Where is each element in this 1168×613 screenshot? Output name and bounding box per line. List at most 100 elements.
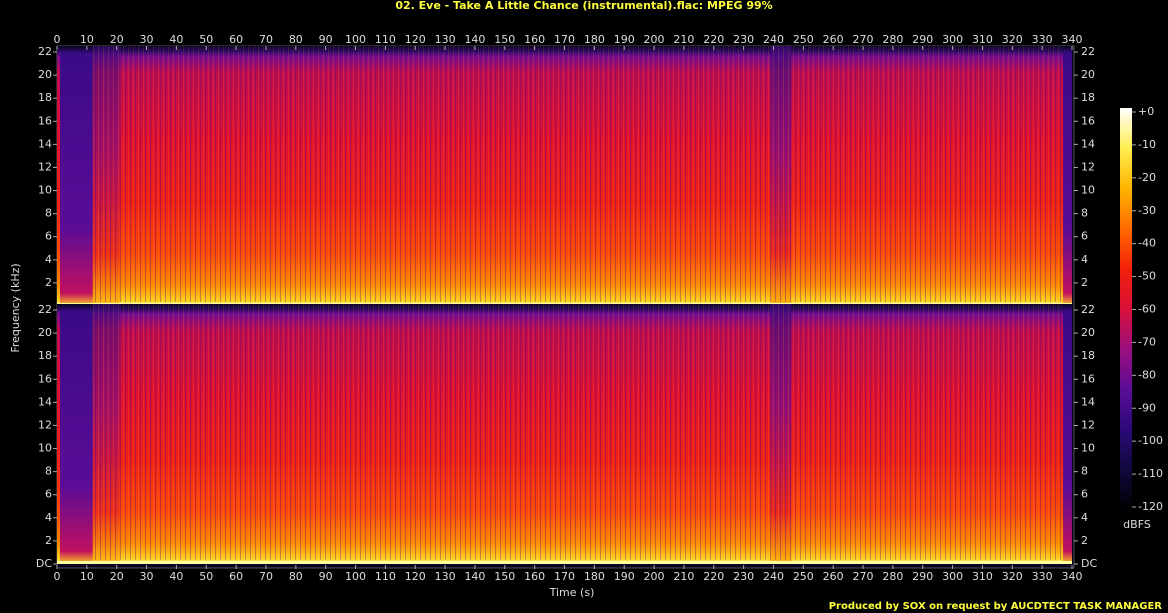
x-tick-label-bottom: 130 (435, 570, 456, 583)
x-tick-label: 250 (793, 33, 814, 46)
x-tick-label-bottom: 250 (793, 570, 814, 583)
y-tick-label-right: 10 (1081, 442, 1095, 455)
x-tick-label: 110 (375, 33, 396, 46)
x-tick-label-bottom: 170 (554, 570, 575, 583)
colorbar-tick-label: +0 (1138, 105, 1154, 118)
y-tick-label: 10 (38, 442, 52, 455)
colorbar-tick-label: -30 (1138, 204, 1156, 217)
dc-band (57, 561, 1072, 564)
x-tick-label: 340 (1062, 33, 1083, 46)
x-tick-label: 0 (54, 33, 61, 46)
x-tick-label-bottom: 290 (912, 570, 933, 583)
x-tick-label-bottom: 30 (140, 570, 154, 583)
y-tick-label-right: 12 (1081, 418, 1095, 431)
y-tick-label-right: 18 (1081, 91, 1095, 104)
spectrogram-outro (1063, 304, 1072, 564)
y-tick-label-right: 4 (1081, 511, 1088, 524)
x-tick-label: 10 (80, 33, 94, 46)
y-tick-label: 16 (38, 372, 52, 385)
x-tick-label: 220 (703, 33, 724, 46)
x-tick-label: 280 (882, 33, 903, 46)
x-tick-label-bottom: 150 (494, 570, 515, 583)
y-tick-label-right: 22 (1081, 303, 1095, 316)
x-tick-label: 180 (584, 33, 605, 46)
y-tick-label-right: 10 (1081, 184, 1095, 197)
spectrogram-texture (92, 304, 1064, 560)
y-tick-label-right: 16 (1081, 372, 1095, 385)
x-tick-label-bottom: 110 (375, 570, 396, 583)
colorbar-tick-label: -20 (1138, 171, 1156, 184)
spectrogram-outro (1063, 46, 1072, 306)
x-tick-label: 150 (494, 33, 515, 46)
colorbar-tick-label: -60 (1138, 303, 1156, 316)
y-tick-label-right: DC (1081, 557, 1097, 570)
colorbar-tick-label: -120 (1138, 500, 1163, 513)
x-tick-label: 330 (1032, 33, 1053, 46)
x-tick-label-bottom: 300 (942, 570, 963, 583)
colorbar-tick-label: -80 (1138, 368, 1156, 381)
x-tick-label-bottom: 190 (614, 570, 635, 583)
x-tick-label-bottom: 270 (853, 570, 874, 583)
y-tick-label: 14 (38, 137, 52, 150)
colorbar-tick-label: -50 (1138, 270, 1156, 283)
x-tick-label: 120 (405, 33, 426, 46)
y-tick-label: 20 (38, 326, 52, 339)
y-tick-label: 10 (38, 184, 52, 197)
colorbar-label: dBFS (1123, 518, 1151, 531)
y-tick-label: 20 (38, 68, 52, 81)
y-tick-label: 18 (38, 349, 52, 362)
y-tick-label: 4 (45, 253, 52, 266)
x-tick-label: 60 (229, 33, 243, 46)
x-tick-label: 40 (169, 33, 183, 46)
x-tick-label: 200 (644, 33, 665, 46)
x-tick-label-bottom: 140 (464, 570, 485, 583)
y-tick-label-right: 8 (1081, 465, 1088, 478)
y-tick-label-right: 22 (1081, 45, 1095, 58)
x-tick-label: 260 (823, 33, 844, 46)
x-tick-label-bottom: 160 (524, 570, 545, 583)
y-tick-label-right: 14 (1081, 395, 1095, 408)
x-tick-label: 80 (289, 33, 303, 46)
x-tick-label: 290 (912, 33, 933, 46)
y-tick-label: 2 (45, 276, 52, 289)
y-tick-label-right: 6 (1081, 488, 1088, 501)
x-tick-label-bottom: 330 (1032, 570, 1053, 583)
y-tick-label-right: 20 (1081, 68, 1095, 81)
y-tick-label: 4 (45, 511, 52, 524)
y-tick-label: 12 (38, 418, 52, 431)
x-tick-label: 70 (259, 33, 273, 46)
x-tick-label-bottom: 90 (319, 570, 333, 583)
y-axis-label: Frequency (kHz) (9, 263, 22, 352)
x-tick-label-bottom: 0 (54, 570, 61, 583)
colorbar (1120, 108, 1132, 511)
x-tick-label: 160 (524, 33, 545, 46)
y-tick-label-right: 2 (1081, 276, 1088, 289)
y-tick-label-right: 12 (1081, 160, 1095, 173)
footer: Produced by SOX on request by AUCDTECT T… (829, 601, 1163, 612)
spectrogram-quiet-intro (60, 46, 93, 306)
x-tick-label-bottom: 60 (229, 570, 243, 583)
x-tick-label: 140 (464, 33, 485, 46)
x-tick-label: 170 (554, 33, 575, 46)
y-tick-label-right: 4 (1081, 253, 1088, 266)
chart-title: 02. Eve - Take A Little Chance (instrume… (395, 0, 772, 12)
x-tick-label-bottom: 230 (733, 570, 754, 583)
y-tick-label-right: 14 (1081, 137, 1095, 150)
y-tick-label: 6 (45, 230, 52, 243)
x-tick-label-bottom: 80 (289, 570, 303, 583)
x-axis-label: Time (s) (549, 586, 595, 599)
y-tick-label: 16 (38, 114, 52, 127)
x-tick-label-bottom: 220 (703, 570, 724, 583)
x-tick-label-bottom: 280 (882, 570, 903, 583)
x-tick-label-bottom: 340 (1062, 570, 1083, 583)
x-tick-label-bottom: 20 (110, 570, 124, 583)
y-tick-label-right: 16 (1081, 114, 1095, 127)
y-tick-label: DC (36, 557, 52, 570)
y-tick-label: 8 (45, 465, 52, 478)
spectrogram-texture (92, 46, 1064, 302)
y-tick-label: 8 (45, 207, 52, 220)
x-tick-label: 270 (853, 33, 874, 46)
y-tick-label-right: 2 (1081, 534, 1088, 547)
x-tick-label-bottom: 100 (345, 570, 366, 583)
y-tick-label-right: 6 (1081, 230, 1088, 243)
